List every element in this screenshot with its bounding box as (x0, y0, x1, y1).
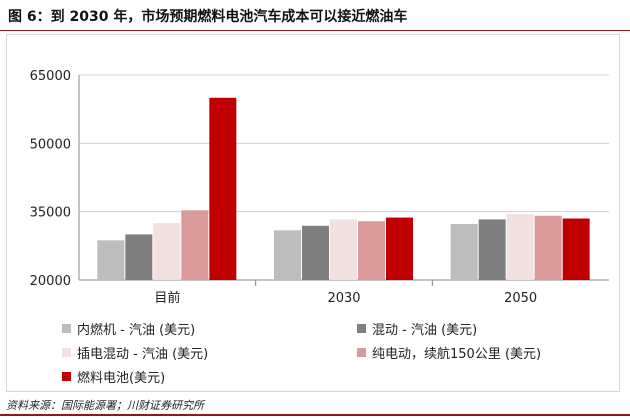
y-tick-label: 50000 (30, 137, 71, 152)
chart-title: 图 6：到 2030 年，市场预期燃料电池汽车成本可以接近燃油车 (8, 9, 408, 25)
bar (302, 225, 329, 280)
source-note: 资料来源：国际能源署；川财证券研究所 (6, 399, 204, 412)
y-tick-label: 20000 (30, 274, 71, 289)
bar-chart: 20000 35000 50000 65000 目前 2030 2050 (30, 69, 609, 306)
bar (330, 219, 357, 280)
legend-swatch (357, 324, 366, 333)
y-tick-label: 35000 (30, 206, 71, 221)
legend-item: 插电混动 - 汽油 (美元) (62, 343, 208, 362)
bar (97, 240, 125, 280)
bar (209, 97, 237, 281)
legend-swatch (62, 372, 71, 381)
legend-swatch (357, 348, 366, 357)
x-tick-label: 2050 (504, 291, 537, 306)
legend-item: 混动 - 汽油 (美元) (357, 319, 477, 338)
bar (506, 213, 534, 280)
bottom-rule (0, 414, 630, 416)
legend-swatch (62, 348, 71, 357)
legend-label: 插电混动 - 汽油 (美元) (77, 347, 209, 362)
legend-item: 纯电动，续航150公里 (美元) (357, 343, 541, 362)
x-tick-label: 2030 (327, 291, 360, 306)
legend-item: 内燃机 - 汽油 (美元) (62, 319, 195, 338)
legend-label: 燃料电池(美元) (77, 371, 166, 386)
bar (181, 210, 209, 280)
legend-item: 燃料电池(美元) (62, 367, 165, 386)
bar (534, 215, 562, 280)
legend-swatch (62, 324, 71, 333)
bar (562, 218, 590, 280)
chart-container: 20000 35000 50000 65000 目前 2030 2050 内燃机 - 汽油 … (6, 34, 620, 392)
bar (153, 223, 181, 280)
bar (358, 221, 385, 280)
bar (450, 223, 478, 280)
bar (386, 217, 413, 280)
bar (478, 219, 506, 280)
bar (274, 230, 301, 280)
legend-label: 纯电动，续航150公里 (美元) (372, 347, 542, 362)
title-bar: 图 6：到 2030 年，市场预期燃料电池汽车成本可以接近燃油车 (0, 0, 630, 31)
y-tick-label: 65000 (30, 69, 71, 84)
bar (125, 234, 153, 280)
legend-label: 内燃机 - 汽油 (美元) (77, 323, 196, 338)
legend-label: 混动 - 汽油 (美元) (372, 323, 478, 338)
x-tick-label: 目前 (154, 290, 180, 306)
